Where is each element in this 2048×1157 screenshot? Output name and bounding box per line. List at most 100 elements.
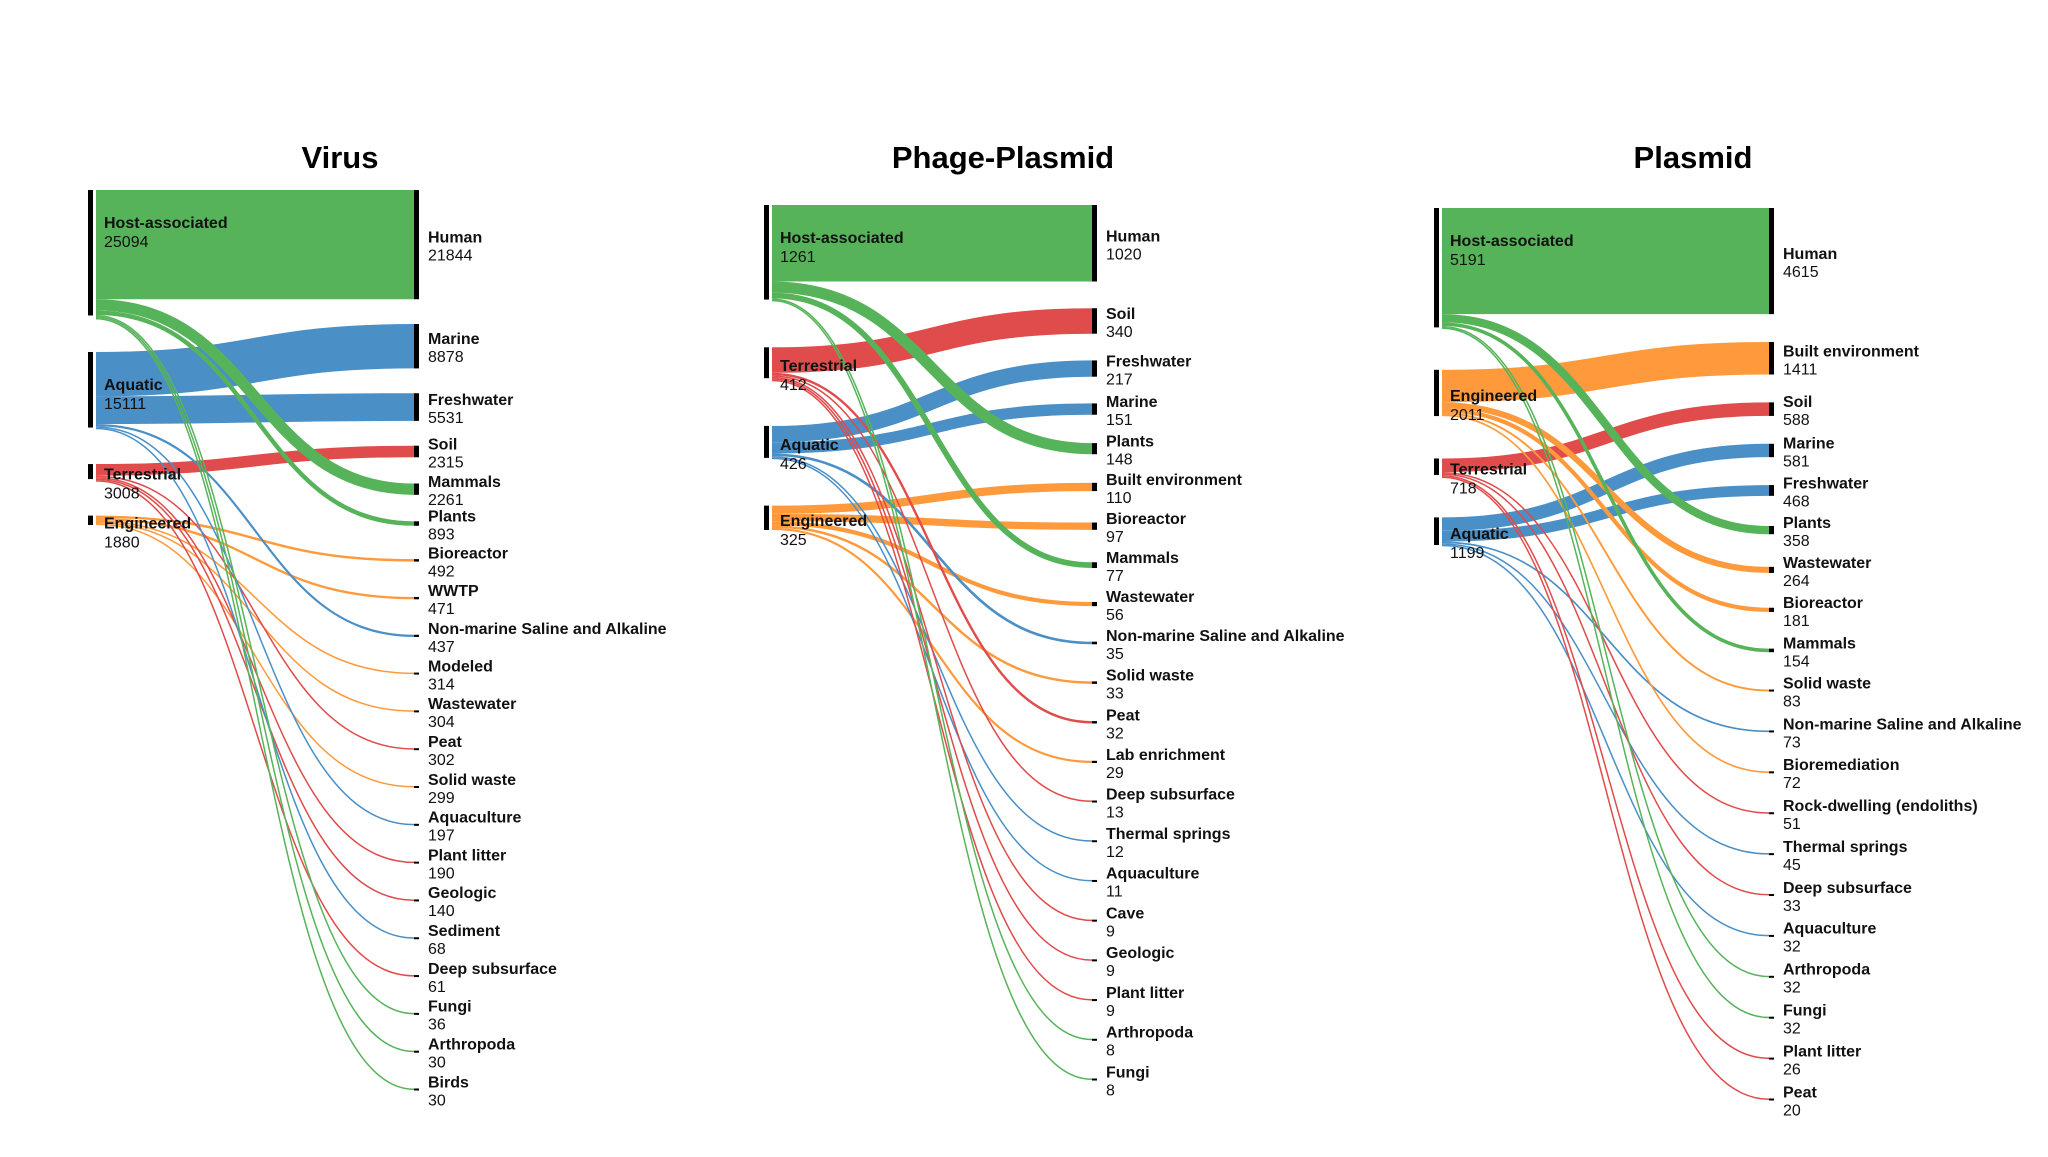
target-label-plants: Plants [428, 509, 476, 526]
link-engineered-to-lab-enrichment [771, 527, 1093, 763]
target-node-thermal-springs [1092, 840, 1097, 843]
source-node-host-associated [764, 205, 769, 300]
target-value-wastewater: 56 [1106, 607, 1124, 624]
target-node-deep-subsurface [1769, 894, 1774, 897]
target-value-aquaculture: 197 [428, 828, 455, 845]
target-node-non-marine-saline-and-alkaline [414, 634, 419, 637]
target-label-aquaculture: Aquaculture [428, 810, 521, 827]
target-node-wwtp [414, 596, 419, 600]
target-value-built-environment: 110 [1106, 490, 1132, 507]
target-node-wastewater [1769, 566, 1774, 573]
target-label-solid-waste: Solid waste [1783, 675, 1871, 692]
target-value-wastewater: 264 [1783, 573, 1810, 590]
target-label-plant-litter: Plant litter [428, 847, 506, 864]
target-value-aquaculture: 11 [1106, 884, 1123, 901]
target-node-solid-waste [1092, 681, 1097, 684]
target-value-built-environment: 1411 [1783, 361, 1818, 378]
target-node-marine [1769, 443, 1774, 458]
target-label-human: Human [1106, 228, 1160, 245]
target-label-plants: Plants [1783, 515, 1831, 532]
link-host-associated-to-plants [1441, 314, 1770, 535]
target-label-plant-litter: Plant litter [1783, 1043, 1861, 1060]
target-value-bioremediation: 72 [1783, 775, 1801, 792]
source-node-host-associated [88, 190, 93, 316]
source-value-engineered: 1880 [104, 534, 140, 551]
target-label-wwtp: WWTP [428, 583, 479, 600]
link-terrestrial-to-soil [95, 445, 415, 476]
chart-title: Phage-Plasmid [892, 140, 1114, 175]
target-node-aquaculture [414, 823, 419, 826]
chart-title: Virus [302, 140, 379, 175]
target-label-bioreactor: Bioreactor [428, 545, 508, 562]
target-label-mammals: Mammals [1106, 550, 1179, 567]
source-node-aquatic [1434, 517, 1439, 545]
target-label-wastewater: Wastewater [428, 696, 516, 713]
target-node-peat [1092, 721, 1097, 724]
link-aquatic-to-aquaculture [95, 426, 415, 826]
target-node-soil [414, 445, 419, 458]
source-label-terrestrial: Terrestrial [1450, 462, 1527, 479]
target-value-soil: 588 [1783, 412, 1810, 429]
target-label-peat: Peat [1783, 1084, 1817, 1101]
link-terrestrial-to-peat [1441, 476, 1770, 1100]
chart-title: Plasmid [1634, 140, 1753, 175]
target-label-soil: Soil [1783, 394, 1812, 411]
target-value-peat: 32 [1106, 725, 1124, 742]
target-label-arthropoda: Arthropoda [1106, 1025, 1193, 1042]
target-label-modeled: Modeled [428, 658, 493, 675]
link-aquatic-to-aquaculture [1441, 544, 1770, 937]
target-value-human: 21844 [428, 248, 473, 265]
target-node-solid-waste [1769, 689, 1774, 692]
target-node-modeled [414, 672, 419, 675]
link-host-associated-to-arthropoda [95, 316, 415, 1053]
source-value-aquatic: 15111 [104, 396, 146, 413]
link-host-associated-to-plants [95, 310, 415, 526]
target-node-human [414, 190, 419, 300]
link-engineered-to-wastewater [771, 521, 1093, 607]
target-value-non-marine-saline-and-alkaline: 437 [428, 639, 455, 656]
target-node-plant-litter [414, 861, 419, 864]
target-label-marine: Marine [1106, 394, 1158, 411]
source-label-engineered: Engineered [1450, 388, 1537, 405]
link-terrestrial-to-soil [771, 308, 1093, 373]
target-value-deep-subsurface: 13 [1106, 804, 1124, 821]
source-label-host-associated: Host-associated [780, 230, 904, 247]
target-value-mammals: 2261 [428, 492, 464, 509]
target-label-mammals: Mammals [428, 474, 501, 491]
target-node-marine [414, 324, 419, 369]
target-value-deep-subsurface: 33 [1783, 898, 1801, 915]
target-label-arthropoda: Arthropoda [428, 1036, 515, 1053]
source-value-engineered: 325 [780, 532, 807, 549]
link-terrestrial-to-rock-dwelling-endoliths [1441, 472, 1770, 814]
target-node-sediment [414, 937, 419, 940]
link-terrestrial-to-plant-litter [95, 477, 415, 864]
sankey-chart-plasmid: PlasmidHost-associated5191Engineered2011… [1434, 140, 2022, 1119]
target-value-aquaculture: 32 [1783, 939, 1801, 956]
link-engineered-to-built-environment [771, 482, 1093, 514]
target-label-geologic: Geologic [1106, 945, 1175, 962]
link-terrestrial-to-peat [771, 372, 1093, 724]
link-engineered-to-wastewater [95, 521, 415, 712]
target-node-mammals [1092, 562, 1097, 569]
source-value-terrestrial: 412 [780, 377, 807, 394]
target-value-solid-waste: 33 [1106, 686, 1124, 703]
source-label-host-associated: Host-associated [1450, 233, 1574, 250]
target-value-birds: 30 [428, 1092, 446, 1109]
target-node-arthropoda [1769, 975, 1774, 978]
source-label-terrestrial: Terrestrial [780, 358, 857, 375]
links [1441, 208, 1770, 1100]
target-label-non-marine-saline-and-alkaline: Non-marine Saline and Alkaline [1783, 716, 2022, 733]
source-value-host-associated: 1261 [780, 249, 816, 266]
sankey-chart-virus: Virus Host-associated 25094 Aquatic 15111 Ter… [88, 140, 667, 1109]
target-label-geologic: Geologic [428, 885, 497, 902]
target-value-solid-waste: 83 [1783, 693, 1801, 710]
target-node-plant-litter [1092, 999, 1097, 1002]
link-aquatic-to-non-marine-saline-and-alkaline [1441, 541, 1770, 733]
target-value-human: 1020 [1106, 246, 1142, 263]
target-value-plant-litter: 190 [428, 865, 455, 882]
target-value-geologic: 9 [1106, 963, 1115, 980]
target-label-human: Human [428, 230, 482, 247]
source-label-aquatic: Aquatic [780, 437, 839, 454]
link-host-associated-to-fungi [1441, 327, 1770, 1019]
target-value-deep-subsurface: 61 [428, 979, 446, 996]
